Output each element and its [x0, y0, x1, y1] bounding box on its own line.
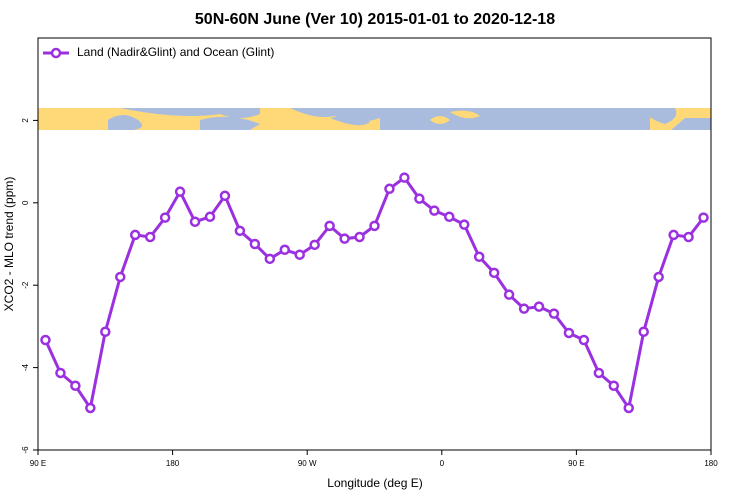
data-point	[324, 220, 335, 232]
data-point	[458, 219, 470, 230]
data-point	[294, 249, 305, 260]
data-point	[40, 334, 51, 346]
data-point	[503, 289, 515, 300]
data-point	[518, 303, 530, 314]
legend-marker	[50, 47, 62, 59]
data-point	[174, 186, 186, 197]
data-point	[488, 267, 500, 279]
data-point	[189, 216, 201, 228]
y-tick-label: -6	[21, 446, 30, 454]
y-tick-label: -2	[21, 281, 30, 289]
data-point	[339, 233, 350, 244]
map-strip	[38, 108, 711, 130]
x-tick-label: 180	[704, 459, 718, 468]
data-point	[384, 183, 395, 195]
data-point	[548, 308, 560, 319]
data-point	[55, 367, 66, 379]
y-axis-label: XCO2 - MLO trend (ppm)	[2, 177, 16, 312]
data-point	[354, 231, 365, 243]
data-point	[234, 225, 246, 237]
x-tick-label: 90 W	[298, 459, 317, 468]
chart-title: 50N-60N June (Ver 10) 2015-01-01 to 2020…	[195, 11, 555, 28]
series-line	[44, 175, 705, 412]
data-point	[100, 326, 111, 338]
data-point	[668, 229, 679, 241]
y-tick-label: 2	[21, 118, 30, 123]
data-point	[414, 193, 425, 204]
data-point	[638, 326, 649, 338]
x-tick-label: 90 E	[30, 459, 46, 468]
x-tick-label: 180	[166, 459, 180, 468]
data-point	[159, 212, 171, 223]
data-point	[593, 367, 605, 379]
data-point	[369, 220, 380, 232]
data-point	[608, 380, 620, 391]
data-point	[204, 211, 216, 223]
data-point	[279, 244, 291, 256]
plot-frame	[37, 37, 712, 451]
y-tick-label: -4	[21, 363, 30, 371]
data-point	[429, 205, 440, 216]
data-point	[309, 239, 320, 251]
data-point	[399, 172, 410, 183]
data-point	[623, 402, 634, 414]
data-point	[249, 238, 261, 250]
data-point	[115, 271, 126, 283]
x-tick-label: 0	[440, 459, 445, 468]
x-tick-label: 90 E	[568, 459, 584, 468]
data-point	[653, 271, 664, 283]
data-point	[70, 380, 81, 391]
data-point	[578, 334, 590, 346]
data-point	[683, 231, 694, 243]
data-point	[473, 251, 485, 263]
data-point	[264, 253, 276, 265]
x-axis-label: Longitude (deg E)	[327, 476, 422, 490]
data-point	[563, 327, 575, 339]
data-point	[144, 231, 156, 243]
data-point	[129, 229, 141, 241]
data-point	[533, 301, 545, 312]
data-point	[85, 402, 96, 414]
y-tick-label: 0	[21, 200, 30, 205]
data-point	[219, 190, 231, 202]
legend-label: Land (Nadir&Glint) and Ocean (Glint)	[77, 45, 274, 59]
data-point	[698, 212, 709, 223]
data-point	[444, 211, 455, 223]
